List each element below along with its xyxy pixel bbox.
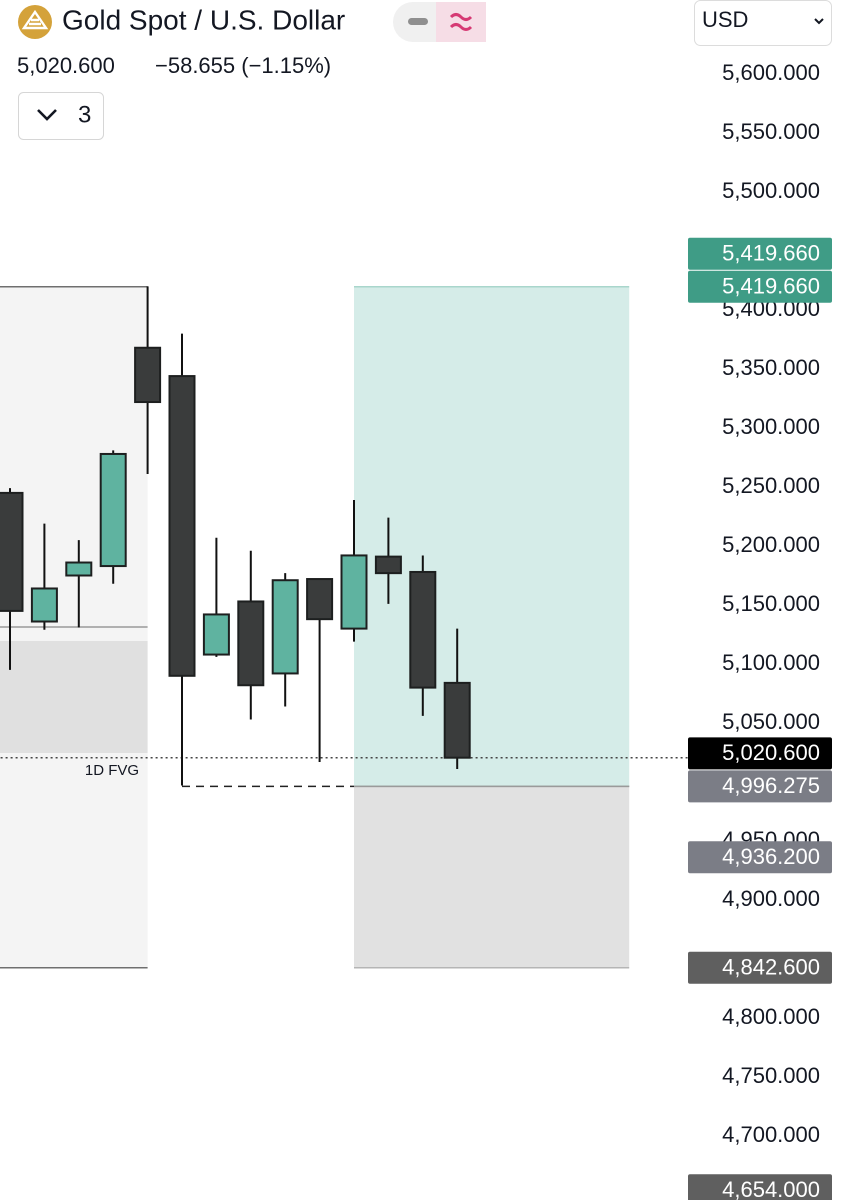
zone xyxy=(354,286,630,787)
candle-body xyxy=(30,587,58,623)
y-tick-label: 4,900.000 xyxy=(722,886,820,911)
y-tick-label: 5,550.000 xyxy=(722,119,820,144)
price-label: 4,654.000 xyxy=(722,1177,820,1200)
y-tick-label: 4,700.000 xyxy=(722,1122,820,1147)
toggle-icon xyxy=(408,18,428,25)
price-change: −58.655 (−1.15%) xyxy=(155,53,331,78)
y-tick-label: 5,250.000 xyxy=(722,473,820,498)
candle-body xyxy=(65,561,93,577)
price-label-box xyxy=(688,737,832,770)
y-tick-label: 5,300.000 xyxy=(722,414,820,439)
toggle-active[interactable] xyxy=(436,2,486,42)
toggle-icon xyxy=(449,13,473,31)
y-tick-label: 5,600.000 xyxy=(722,60,820,85)
candle-body xyxy=(374,555,402,575)
y-tick-label: 5,150.000 xyxy=(722,591,820,616)
candle-body xyxy=(340,554,368,630)
candle-body xyxy=(409,570,437,689)
y-tick-label: 5,100.000 xyxy=(722,650,820,675)
y-tick-label: 4,750.000 xyxy=(722,1063,820,1088)
price-label: 4,842.600 xyxy=(722,955,820,980)
candle-body xyxy=(271,579,299,675)
y-tick-label: 5,500.000 xyxy=(722,178,820,203)
price-label: 4,996.275 xyxy=(722,773,820,798)
price-label-box xyxy=(688,237,832,270)
candle-body xyxy=(99,452,127,568)
candle-body xyxy=(443,681,471,759)
zone xyxy=(0,640,148,753)
candle-body xyxy=(168,375,196,677)
currency-dropdown[interactable] xyxy=(694,0,832,46)
price-label-box xyxy=(688,270,832,303)
candle-body xyxy=(202,613,230,656)
price-label-box xyxy=(688,770,832,803)
annotation: 1D FVG xyxy=(85,762,139,779)
price-axis: 5,600.0005,550.0005,500.0005,400.0005,35… xyxy=(688,60,832,1200)
price-label-box xyxy=(688,841,832,874)
candle-body xyxy=(134,346,162,404)
price-label-box xyxy=(688,951,832,984)
candle-body xyxy=(0,491,24,612)
candle-body xyxy=(306,578,334,621)
price-label: 4,936.200 xyxy=(722,844,820,869)
price-label: 5,020.600 xyxy=(722,740,820,765)
y-tick-label: 5,200.000 xyxy=(722,532,820,557)
plot-area: 1D FVG xyxy=(0,286,688,969)
symbol-icon-glyph xyxy=(21,9,49,30)
indicator-count: 3 xyxy=(78,101,91,128)
y-tick-label: 5,050.000 xyxy=(722,709,820,734)
y-tick-label: 4,800.000 xyxy=(722,1004,820,1029)
currency-label: USD xyxy=(702,7,748,32)
candle-body xyxy=(237,600,265,687)
indicator-toggle[interactable] xyxy=(18,92,104,140)
dropdown-chevron xyxy=(814,18,824,25)
price-label: 5,419.660 xyxy=(722,241,820,266)
symbol-icon xyxy=(18,5,52,39)
y-tick-label: 5,350.000 xyxy=(722,355,820,380)
price-label-box xyxy=(688,1174,832,1200)
last-price: 5,020.600 xyxy=(17,53,115,78)
indicator-chevron xyxy=(37,109,57,121)
price-label: 5,419.660 xyxy=(722,274,820,299)
chart-title: Gold Spot / U.S. Dollar xyxy=(62,4,345,35)
zone xyxy=(354,786,630,968)
